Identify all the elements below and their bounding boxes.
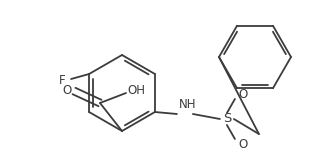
Text: NH: NH bbox=[179, 98, 197, 112]
Text: F: F bbox=[59, 73, 65, 86]
Text: OH: OH bbox=[127, 85, 145, 98]
Text: S: S bbox=[223, 112, 231, 125]
Text: O: O bbox=[238, 88, 248, 100]
Text: O: O bbox=[238, 137, 248, 151]
Text: O: O bbox=[62, 83, 71, 97]
